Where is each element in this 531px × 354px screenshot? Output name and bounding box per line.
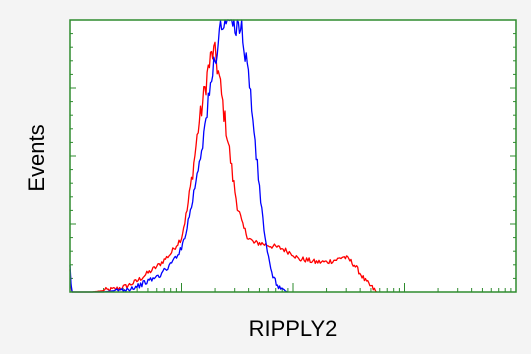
plot-area bbox=[70, 20, 516, 292]
series-line-red bbox=[69, 41, 378, 293]
plot-frame bbox=[69, 19, 517, 293]
x-axis-label: RIPPLY2 bbox=[249, 316, 338, 341]
y-axis-label: Events bbox=[24, 124, 49, 191]
